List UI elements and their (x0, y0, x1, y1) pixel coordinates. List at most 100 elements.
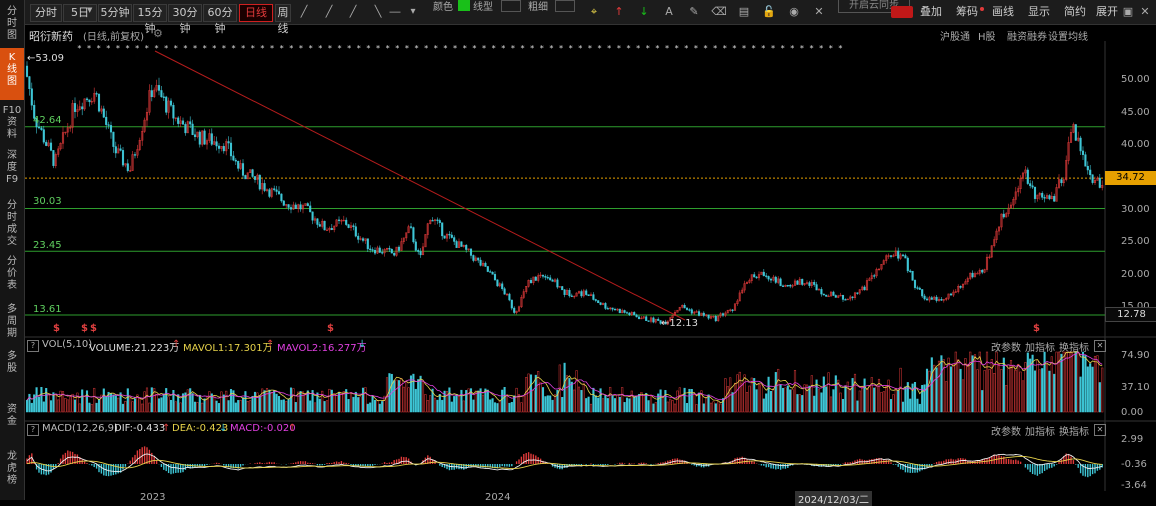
volume_panel-button-0[interactable]: 改参数 (991, 343, 1021, 354)
candle-body (505, 293, 509, 296)
arrow-tool-icon[interactable]: ╲ (374, 5, 382, 18)
candle-body (153, 89, 156, 98)
candle-body (1074, 124, 1077, 141)
signal-marker[interactable]: $ (81, 323, 88, 334)
save-tool-icon[interactable]: ▤ (738, 5, 750, 18)
candle-body (546, 277, 549, 279)
volume-bar (969, 351, 972, 413)
leftbar-item-9[interactable]: 龙 虎 榜 (7, 451, 17, 486)
volume-bar (1081, 351, 1085, 413)
period-tab-6[interactable]: 日线 (239, 4, 273, 22)
down-arrow-icon[interactable]: ↓ (639, 5, 649, 18)
leftbar-item-1[interactable]: K 线 图 (0, 48, 24, 100)
candle-body (515, 310, 518, 313)
recording-badge[interactable] (891, 6, 913, 18)
volume-bar (820, 392, 823, 413)
leftbar-item-3[interactable]: 深 度 F9 (5, 150, 19, 185)
line-tool-icon[interactable]: ╱ (300, 5, 308, 18)
volume-bar (429, 395, 432, 413)
candle-body (193, 134, 197, 137)
volume_panel-button-1[interactable]: 加指标 (1025, 343, 1055, 354)
stock-tab-0[interactable]: 沪股通 (940, 32, 970, 43)
hline-tool-icon[interactable]: ― (389, 5, 401, 18)
signal-marker[interactable]: $ (1033, 323, 1040, 334)
volume_panel-button-2[interactable]: 换指标 (1059, 343, 1089, 354)
period-tab-1[interactable]: 5日 (63, 4, 97, 22)
macd_panel-button-2[interactable]: 换指标 (1059, 427, 1089, 438)
signal-marker[interactable]: $ (327, 323, 334, 334)
period-tab-0[interactable]: 分时 (30, 4, 62, 22)
left-nav-bar: 分 时 图 K 线 图 F10 资 料深 度 F9 分 时 成 交分 价 表多 周 期… (0, 0, 25, 500)
leftbar-item-2[interactable]: F10 资 料 (2, 105, 22, 140)
candle-body (757, 274, 761, 279)
ray-tool-icon[interactable]: ╱ (325, 5, 333, 18)
period-tab-2[interactable]: 5分钟 (98, 4, 132, 22)
stock-tab-2[interactable]: 融资融券 (1007, 32, 1047, 43)
toolbar-right-button-3[interactable]: 显示 (1023, 4, 1055, 20)
volume-bar (642, 394, 645, 413)
color-swatch[interactable] (458, 0, 470, 11)
candle-body (294, 204, 297, 209)
period-tab-5[interactable]: 60分钟 (203, 4, 237, 35)
volume-bar (971, 355, 974, 413)
close-window-icon[interactable]: ✕ (1140, 5, 1150, 18)
stock-tab-3[interactable]: 设置均线 (1048, 32, 1088, 43)
leftbar-item-4[interactable]: 分 时 成 交 (7, 200, 17, 247)
toolbar-right-button-0[interactable]: 叠加 (915, 4, 947, 20)
volume-bar (57, 399, 60, 413)
toolbar-right-button-1[interactable]: 筹码 (951, 4, 983, 20)
lock-tool-icon[interactable]: 🔓 (762, 5, 776, 18)
tool-dropdown-1[interactable]: ▾ (410, 6, 416, 17)
signal-marker[interactable]: $ (90, 323, 97, 334)
candle-body (601, 303, 605, 305)
candle-body (292, 204, 295, 210)
macd-arrow: ↑ (288, 423, 297, 434)
text-tool-icon[interactable]: A (665, 5, 673, 18)
segment-tool-icon[interactable]: ╱ (349, 5, 357, 18)
settings-icon[interactable]: ⚙ (153, 27, 163, 40)
leftbar-item-8[interactable]: 资 金 (7, 404, 17, 427)
leftbar-item-6[interactable]: 多 周 期 (7, 304, 17, 339)
line-type-select[interactable] (501, 0, 521, 12)
candle-body (208, 133, 211, 141)
volume-bar (95, 402, 98, 413)
thickness-select[interactable] (555, 0, 575, 12)
macd_panel-button-1[interactable]: 加指标 (1025, 427, 1055, 438)
volume-help-icon[interactable]: ? (27, 340, 39, 352)
candle-body (570, 295, 573, 297)
candle-body (577, 291, 581, 294)
candle-body (78, 106, 81, 110)
toolbar-right-button-5[interactable]: 展开 (1091, 4, 1123, 20)
five-day-dropdown-icon[interactable]: ▼ (87, 6, 93, 14)
volume-bar (568, 378, 571, 413)
macd-help-icon[interactable]: ? (27, 424, 39, 436)
macd_panel-button-0[interactable]: 改参数 (991, 427, 1021, 438)
leftbar-item-0[interactable]: 分 时 图 (7, 6, 17, 41)
eye-tool-icon[interactable]: ◉ (789, 5, 799, 18)
cursor-tool-icon[interactable]: ⌖ (590, 5, 598, 18)
candle-body (553, 279, 557, 282)
period-tab-7[interactable]: 周线 (275, 4, 291, 35)
candle-body (335, 219, 338, 227)
volume-close-icon[interactable]: ✕ (1094, 340, 1106, 352)
leftbar-item-5[interactable]: 分 价 表 (7, 256, 17, 291)
candle-body (431, 220, 434, 222)
pen-tool-icon[interactable]: ✎ (689, 5, 699, 18)
macd-close-icon[interactable]: ✕ (1094, 424, 1106, 436)
stock-tab-1[interactable]: H股 (978, 32, 996, 43)
delete-tool-icon[interactable]: ✕ (814, 5, 824, 18)
toolbar-right-button-2[interactable]: 画线 (987, 4, 1019, 20)
erase-tool-icon[interactable]: ⌫ (711, 5, 727, 18)
volume-bar (117, 397, 120, 413)
up-arrow-icon[interactable]: ↑ (614, 5, 624, 18)
maximize-icon[interactable]: ▣ (1122, 5, 1134, 18)
chart-area[interactable]: 昭衍新药 (日线,前复权) ⚙ 沪股通 H股 融资融券 设置均线 * * * * * … (25, 25, 1156, 506)
volume-bar (633, 396, 636, 413)
leftbar-item-7[interactable]: 多 股 (7, 351, 17, 374)
candle-body (765, 275, 768, 277)
period-tab-4[interactable]: 30分钟 (168, 4, 202, 35)
signal-marker[interactable]: $ (53, 323, 60, 334)
period-tab-3[interactable]: 15分钟 (133, 4, 167, 35)
volume-bar (469, 388, 473, 413)
toolbar-right-button-4[interactable]: 简约 (1059, 4, 1091, 20)
